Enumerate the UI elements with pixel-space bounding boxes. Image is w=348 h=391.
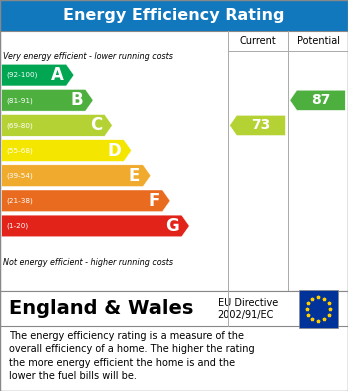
Text: B: B xyxy=(70,91,82,109)
Polygon shape xyxy=(2,115,112,136)
Text: D: D xyxy=(107,142,121,160)
Polygon shape xyxy=(2,140,132,161)
Text: (92-100): (92-100) xyxy=(6,72,37,78)
Text: EU Directive
2002/91/EC: EU Directive 2002/91/EC xyxy=(218,298,278,320)
Text: (21-38): (21-38) xyxy=(6,197,33,204)
Polygon shape xyxy=(2,215,189,237)
Text: E: E xyxy=(129,167,140,185)
Polygon shape xyxy=(290,90,345,110)
Polygon shape xyxy=(2,190,170,212)
Text: Energy Efficiency Rating: Energy Efficiency Rating xyxy=(63,8,285,23)
Text: Current: Current xyxy=(240,36,276,46)
Text: England & Wales: England & Wales xyxy=(9,300,193,318)
Polygon shape xyxy=(2,165,151,187)
FancyBboxPatch shape xyxy=(0,31,348,291)
Text: Potential: Potential xyxy=(296,36,340,46)
Polygon shape xyxy=(2,64,74,86)
Text: A: A xyxy=(50,66,63,84)
FancyBboxPatch shape xyxy=(0,0,348,31)
Text: C: C xyxy=(90,117,102,135)
Text: 73: 73 xyxy=(251,118,271,133)
Polygon shape xyxy=(230,115,285,135)
Text: (81-91): (81-91) xyxy=(6,97,33,104)
FancyBboxPatch shape xyxy=(299,290,338,328)
Text: G: G xyxy=(165,217,179,235)
Text: 87: 87 xyxy=(311,93,331,107)
Text: (1-20): (1-20) xyxy=(6,223,28,229)
Text: The energy efficiency rating is a measure of the
overall efficiency of a home. T: The energy efficiency rating is a measur… xyxy=(9,331,254,381)
Text: (69-80): (69-80) xyxy=(6,122,33,129)
Text: (55-68): (55-68) xyxy=(6,147,33,154)
Text: F: F xyxy=(148,192,159,210)
Text: Very energy efficient - lower running costs: Very energy efficient - lower running co… xyxy=(3,52,173,61)
FancyBboxPatch shape xyxy=(0,291,348,326)
Text: Not energy efficient - higher running costs: Not energy efficient - higher running co… xyxy=(3,258,174,267)
Text: (39-54): (39-54) xyxy=(6,172,33,179)
Polygon shape xyxy=(2,90,93,111)
